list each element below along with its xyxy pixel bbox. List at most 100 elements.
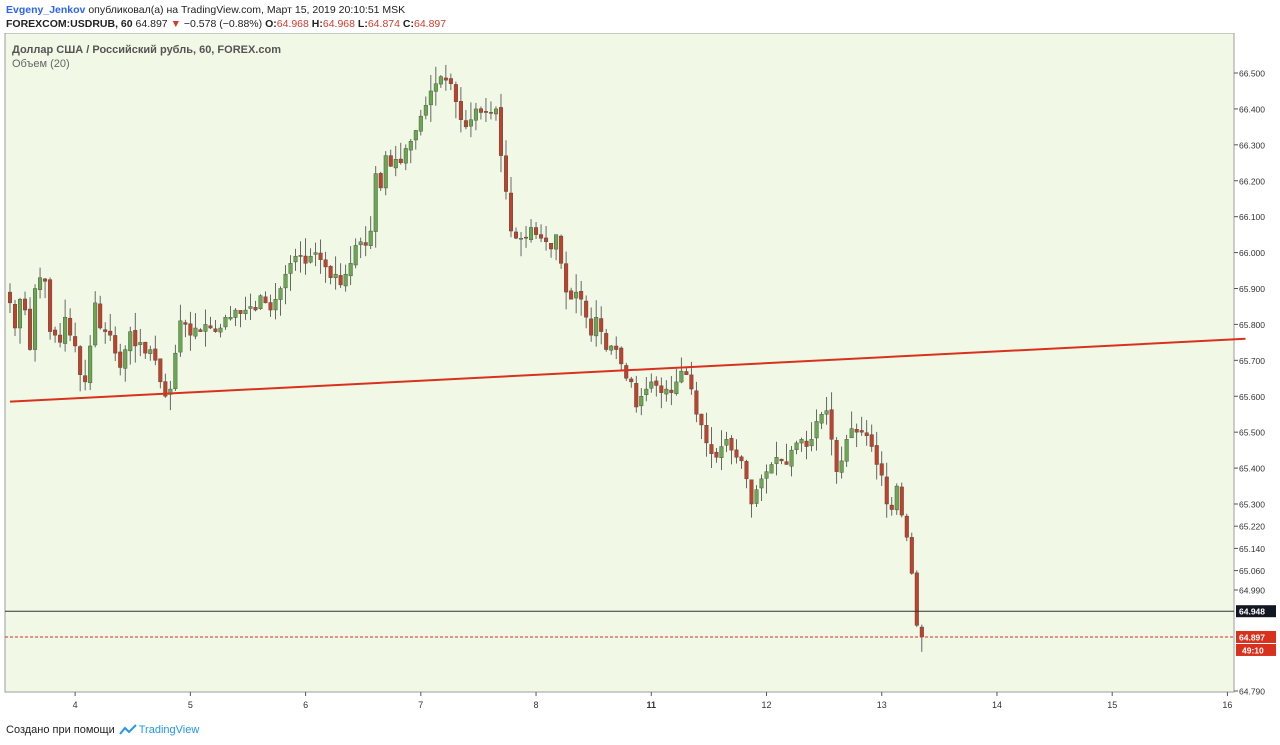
candle — [498, 93, 503, 173]
candle — [173, 344, 178, 391]
candle-body — [13, 304, 18, 329]
candle-body — [894, 485, 899, 511]
candle-body — [654, 380, 659, 386]
candle — [378, 171, 383, 191]
candle-body — [884, 476, 889, 505]
candle — [128, 326, 133, 365]
candle — [283, 265, 288, 305]
candle — [549, 243, 554, 258]
candle — [904, 513, 909, 542]
candle-body — [709, 444, 714, 454]
candle-body — [874, 445, 879, 465]
candle-body — [368, 230, 373, 246]
time-tick-label: 16 — [1222, 700, 1232, 710]
price-chart[interactable]: 66.500 66.400 66.300 66.200 66.100 66.000 65.9… — [0, 33, 1280, 713]
candle-body — [18, 299, 23, 329]
candle — [153, 335, 158, 366]
candle — [178, 304, 183, 357]
candle — [564, 251, 569, 310]
candle-body — [804, 440, 809, 447]
candle-body — [203, 324, 208, 332]
candle — [103, 322, 108, 344]
candle — [844, 434, 849, 467]
candle-body — [68, 317, 73, 336]
last-price: 64.897 — [135, 18, 168, 30]
candle-body — [353, 245, 358, 266]
candle — [73, 322, 78, 353]
volume-indicator-label[interactable]: Объем (20) — [12, 58, 70, 70]
candle-body — [33, 288, 38, 350]
candle — [724, 431, 729, 453]
candle — [488, 101, 493, 120]
candle — [739, 455, 744, 469]
candle-body — [213, 328, 218, 332]
time-tick-label: 4 — [73, 700, 78, 710]
candle — [83, 359, 88, 391]
candle-body — [744, 461, 749, 480]
candle — [749, 479, 754, 518]
candle-body — [534, 227, 539, 235]
candle-body — [408, 141, 413, 151]
candle-body — [178, 320, 183, 353]
candle-body — [634, 383, 639, 408]
candle — [659, 377, 664, 409]
candle-body — [38, 277, 43, 290]
candle — [278, 286, 283, 316]
candle-body — [438, 76, 443, 85]
candle-body — [478, 108, 483, 113]
candle — [554, 234, 559, 261]
candle-body — [584, 300, 589, 318]
candle-body — [143, 341, 148, 354]
candle — [509, 177, 514, 238]
candle — [874, 431, 879, 480]
price-tick-label: 65.900 — [1239, 284, 1265, 294]
candle-body — [789, 449, 794, 467]
candle-body — [28, 308, 33, 350]
candle — [423, 96, 428, 120]
candle-body — [118, 351, 123, 368]
price-tick-label: 65.800 — [1239, 320, 1265, 330]
candle-body — [298, 255, 303, 257]
candle-body — [679, 370, 684, 383]
candle-body — [243, 309, 248, 315]
candle-body — [649, 381, 654, 389]
time-tick-label: 13 — [877, 700, 887, 710]
candle — [48, 277, 53, 340]
candle — [669, 376, 674, 406]
candle-body — [539, 234, 544, 239]
candle — [108, 313, 113, 342]
candle-body — [78, 346, 83, 375]
candle — [63, 299, 68, 352]
high-label: H: — [311, 18, 323, 30]
candle — [43, 277, 48, 299]
time-tick-label: 14 — [992, 700, 1002, 710]
candle — [333, 256, 338, 290]
candle — [759, 474, 764, 501]
candle — [604, 328, 609, 352]
candle — [323, 251, 328, 283]
candle — [308, 248, 313, 264]
tradingview-logo[interactable]: TradingView — [118, 724, 199, 736]
candle-body — [113, 335, 118, 354]
published-text: опубликовал(а) на TradingView.com, Март … — [88, 4, 406, 16]
candle — [719, 430, 724, 471]
candle-body — [173, 352, 178, 389]
candle-body — [443, 77, 448, 81]
author-link[interactable]: Evgeny_Jenkov — [6, 4, 86, 16]
candle — [23, 291, 28, 316]
candle-body — [253, 307, 258, 311]
candle-body — [418, 115, 423, 132]
candle — [358, 237, 363, 259]
candle — [889, 496, 894, 516]
candle — [428, 75, 433, 122]
candle — [363, 226, 368, 257]
candle — [584, 295, 589, 329]
open-label: O: — [265, 18, 277, 30]
candle-body — [544, 237, 549, 243]
countdown-label-box — [1236, 643, 1276, 656]
candle — [18, 297, 23, 344]
candle — [88, 335, 93, 391]
candle-body — [483, 111, 488, 113]
candle-body — [488, 112, 493, 114]
candle-body — [719, 446, 724, 458]
